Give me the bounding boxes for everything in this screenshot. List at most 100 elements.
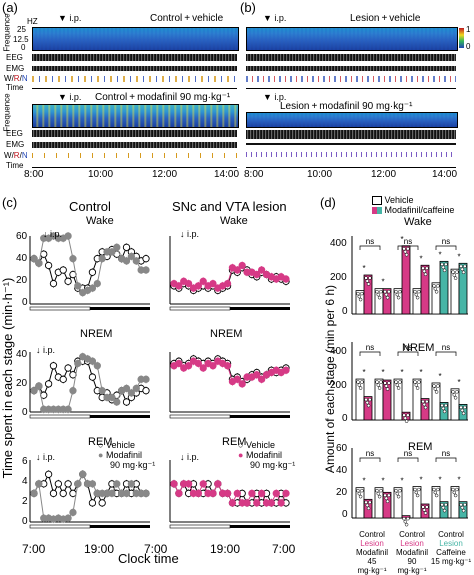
group-drug: Caffeine bbox=[436, 548, 466, 557]
c-ctrl-wake-point bbox=[142, 266, 150, 274]
ip-label: i.p. bbox=[187, 229, 200, 239]
d-rem-sig-star: * bbox=[419, 476, 422, 485]
ip-label: i.p. bbox=[274, 13, 287, 23]
emg-trace-a-bottom bbox=[32, 142, 237, 148]
c-ctrl-rem-point bbox=[54, 480, 62, 488]
ip-label: i.p. bbox=[187, 452, 200, 462]
d-nrem-sig-star: * bbox=[438, 372, 441, 381]
c-les-rem-point bbox=[194, 489, 202, 498]
eeg-trace-b-bottom bbox=[246, 130, 456, 139]
c-les-wake-point bbox=[223, 279, 232, 288]
d-rem-dot bbox=[422, 508, 427, 512]
d-wake-dot bbox=[356, 291, 360, 296]
c-ctrl-nrem-point bbox=[88, 357, 97, 365]
c-ctrl-wake-point bbox=[88, 268, 97, 276]
col-title-control: Control bbox=[69, 199, 111, 214]
d-nrem-vehicle-bar-4 bbox=[431, 382, 441, 421]
c-ctrl-nrem-point bbox=[74, 359, 82, 368]
d-nrem-dot bbox=[422, 402, 427, 407]
d-rem-dot bbox=[385, 499, 390, 504]
emg-trace-b-bottom bbox=[246, 143, 456, 145]
d-rem-dot bbox=[358, 494, 363, 499]
d-rem-sig-ns: ns bbox=[442, 449, 450, 458]
c-les-nrem-point bbox=[258, 375, 266, 383]
d-wake-dot bbox=[364, 276, 368, 280]
d-ytick-nrem-0: 0 bbox=[342, 413, 348, 424]
group-conds: Control Lesion bbox=[430, 530, 472, 548]
d-wake-dot bbox=[433, 287, 438, 291]
wrn-slash-1: / bbox=[11, 151, 14, 160]
d-nrem-vehicle-bar-2 bbox=[393, 378, 403, 421]
c-xtick-700b: 7:00 bbox=[144, 542, 168, 556]
wrn-r: R bbox=[13, 151, 20, 160]
c-ytick-wake-20: 20 bbox=[16, 275, 28, 286]
group-control: Control bbox=[438, 530, 464, 539]
d-rem-vehicle-bar-2 bbox=[393, 487, 403, 519]
d-nrem-dot bbox=[366, 403, 371, 408]
d-nrem-dot bbox=[440, 403, 444, 408]
c-les-rem-point bbox=[214, 480, 222, 488]
d-rem-dot bbox=[434, 493, 439, 498]
c-les-nrem-point bbox=[223, 362, 232, 370]
d-wake-dot bbox=[441, 265, 446, 270]
d-nrem-dot bbox=[375, 380, 379, 384]
d-nrem-dot bbox=[383, 381, 387, 385]
d-nrem-dot bbox=[406, 413, 410, 417]
hypnogram-a-top bbox=[32, 76, 237, 82]
c-les-nrem-point bbox=[238, 380, 246, 388]
c-ctrl-wake-point bbox=[64, 277, 72, 285]
time-row-label: Time bbox=[6, 83, 24, 92]
c-ctrl-rem-point bbox=[64, 514, 72, 522]
d-wake-sig-star: * bbox=[457, 252, 460, 261]
d-nrem-dot bbox=[415, 386, 420, 390]
d-nrem-dot bbox=[365, 400, 370, 405]
d-rem-dot bbox=[368, 500, 372, 505]
c-ctrl-wake-point bbox=[49, 279, 58, 288]
c-ctrl-nrem-point bbox=[35, 382, 43, 390]
ytick-12.5: 12.5 bbox=[13, 35, 29, 44]
c-les-wake-point bbox=[175, 282, 183, 290]
d-wake-dot bbox=[455, 270, 459, 274]
d-nrem-dot bbox=[357, 383, 362, 387]
d-nrem-dot bbox=[395, 383, 400, 387]
c-ctrl-wake-point bbox=[98, 255, 106, 263]
d-rem-dot bbox=[461, 508, 466, 513]
d-rem-dot bbox=[440, 502, 444, 507]
d-legend: Vehicle Modafinil/caffeine bbox=[372, 195, 454, 215]
stage-rem-control: REM bbox=[88, 436, 113, 448]
ip-c5: ↓ i.p. bbox=[180, 452, 200, 462]
d-nrem-drug-bar-3 bbox=[420, 398, 430, 421]
c-ctrl-wake-point bbox=[127, 252, 136, 261]
d-wake-drug-bar-1 bbox=[382, 288, 392, 315]
d-wake-dot bbox=[414, 292, 419, 297]
d-group-1: Control Lesion Modafinil 45 mg·kg⁻¹ bbox=[352, 530, 392, 575]
ip-label: i.p. bbox=[274, 92, 287, 102]
panel-b-label: (b) bbox=[240, 0, 256, 15]
d-wake-dot bbox=[452, 273, 457, 277]
d-rem-sig-star: * bbox=[362, 477, 365, 486]
c-les-rem-point bbox=[253, 499, 261, 507]
c-ctrl-wake-point bbox=[93, 279, 101, 288]
c-xtick-700c: 7:00 bbox=[272, 542, 296, 556]
c-ctrl-wake-point bbox=[35, 259, 43, 267]
d-rem-dot bbox=[383, 493, 387, 498]
d-nrem-dot bbox=[436, 384, 440, 388]
c-les-rem-point bbox=[258, 489, 266, 498]
c-ctrl-nrem-point bbox=[30, 387, 38, 395]
d-nrem-sig-star: * bbox=[400, 368, 403, 377]
d-rem-bracket bbox=[397, 457, 419, 462]
d-rem-sig-star: * bbox=[438, 476, 441, 485]
d-ytick-rem-20: 20 bbox=[336, 487, 348, 498]
wrn-slash-2: / bbox=[19, 74, 22, 83]
d-ytick-wake-0: 0 bbox=[342, 306, 348, 317]
c-ctrl-wake-dark-phase bbox=[90, 307, 150, 310]
c-les-rem-point bbox=[209, 489, 217, 498]
ip-c2: ↓ i.p. bbox=[180, 229, 200, 239]
d-nrem-dot bbox=[414, 383, 419, 387]
d-rem-dot bbox=[453, 493, 458, 498]
c-ctrl-wake-point bbox=[122, 257, 131, 265]
d-rem-dot bbox=[364, 500, 368, 505]
c-ctrl-rem-point bbox=[122, 489, 131, 498]
d-nrem-dot bbox=[404, 419, 409, 423]
